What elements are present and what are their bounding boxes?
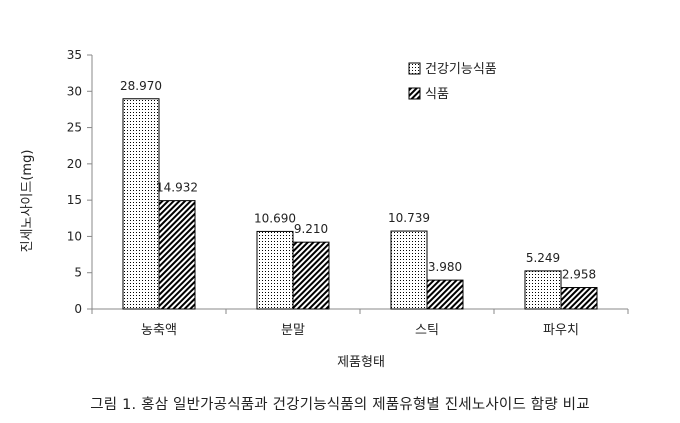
y-tick-label: 30 xyxy=(67,84,82,98)
bar xyxy=(292,241,330,310)
x-tick-label: 분말 xyxy=(281,323,305,338)
x-tick-label: 파우치 xyxy=(543,323,579,338)
y-tick-label: 5 xyxy=(74,266,82,280)
bar xyxy=(524,270,562,310)
data-label: 3.980 xyxy=(428,260,462,274)
y-tick-label: 20 xyxy=(67,157,82,171)
x-tick-label: 농축액 xyxy=(141,323,177,338)
legend-label: 식품 xyxy=(425,87,449,102)
data-label: 5.249 xyxy=(526,251,560,265)
data-label: 9.210 xyxy=(294,222,328,236)
bar xyxy=(390,230,428,310)
y-axis-title: 진세노사이드(mg) xyxy=(20,150,35,253)
bar xyxy=(158,200,196,310)
figure-caption: 그림 1. 홍삼 일반가공식품과 건강기능식품의 제품유형별 진세노사이드 함량… xyxy=(90,397,590,413)
legend-swatch xyxy=(408,62,421,75)
data-label: 28.970 xyxy=(120,79,162,93)
bar xyxy=(426,279,464,310)
legend-label: 건강기능식품 xyxy=(425,62,497,77)
data-label: 14.932 xyxy=(156,181,198,195)
bar xyxy=(256,230,294,310)
data-label: 10.690 xyxy=(254,211,296,225)
bar xyxy=(560,287,598,310)
y-tick-label: 15 xyxy=(67,193,82,207)
y-tick-label: 10 xyxy=(67,229,82,243)
y-tick-label: 35 xyxy=(67,48,82,62)
data-label: 2.958 xyxy=(562,268,596,282)
legend-swatch xyxy=(408,87,421,100)
y-tick-label: 25 xyxy=(67,121,82,135)
bar xyxy=(122,98,160,310)
x-axis-title: 제품형태 xyxy=(337,355,385,370)
y-tick-label: 0 xyxy=(74,302,82,316)
x-tick-label: 스틱 xyxy=(415,323,439,338)
data-label: 10.739 xyxy=(388,211,430,225)
